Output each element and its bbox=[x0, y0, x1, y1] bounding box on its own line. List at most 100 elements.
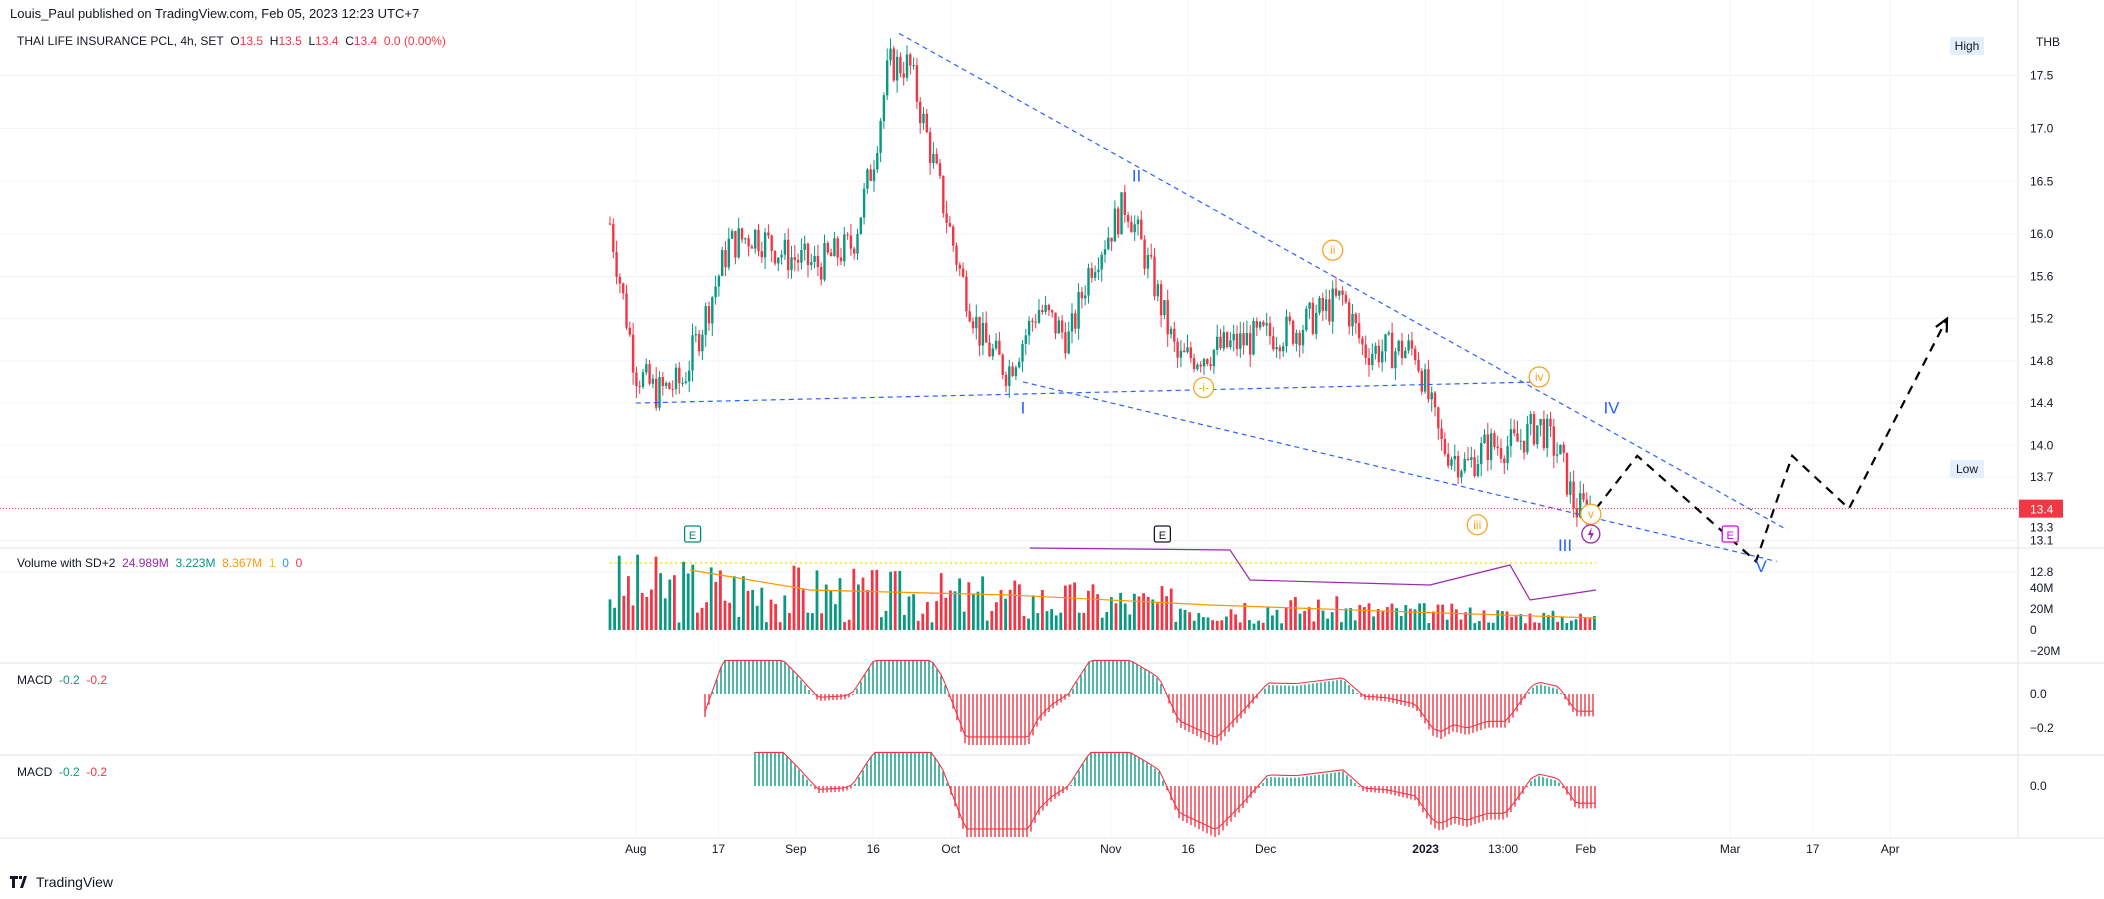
volume-bar bbox=[1519, 614, 1523, 630]
volume-bar bbox=[1045, 611, 1049, 630]
volume-bar bbox=[640, 592, 644, 630]
candle-body bbox=[836, 238, 839, 258]
candle-body bbox=[645, 364, 648, 373]
candle-body bbox=[938, 163, 942, 176]
volume-bar bbox=[1105, 611, 1109, 630]
volume-bar bbox=[889, 571, 892, 630]
volume-bar bbox=[719, 570, 722, 630]
candle-body bbox=[1463, 458, 1466, 472]
trendline bbox=[898, 32, 1788, 531]
volume-bar bbox=[834, 604, 837, 630]
candle-body bbox=[1173, 328, 1176, 342]
volume-bar bbox=[1211, 620, 1214, 630]
volume-bar bbox=[1082, 612, 1086, 630]
volume-bar bbox=[677, 622, 681, 630]
candle-body bbox=[1163, 300, 1166, 316]
candle-body bbox=[1272, 336, 1275, 350]
time-tick-label: 17 bbox=[1806, 842, 1820, 856]
candle-body bbox=[668, 382, 671, 390]
candle-body bbox=[1539, 419, 1542, 426]
wave-label-iii: iii bbox=[1473, 518, 1481, 532]
candle-body bbox=[1559, 444, 1562, 455]
candle-body bbox=[678, 367, 681, 384]
volume-bar bbox=[1064, 585, 1067, 630]
candle-body bbox=[1027, 320, 1031, 336]
volume-bar bbox=[1284, 607, 1288, 630]
candle-body bbox=[1348, 302, 1351, 327]
candle-body bbox=[800, 249, 803, 263]
candle-body bbox=[1506, 446, 1509, 464]
candle-body bbox=[1542, 419, 1546, 449]
candle-body bbox=[1400, 340, 1404, 359]
volume-bar bbox=[907, 596, 911, 630]
candle-body bbox=[1420, 370, 1423, 392]
volume-bar bbox=[1528, 613, 1532, 630]
candle-body bbox=[1552, 426, 1555, 456]
candle-body bbox=[1044, 304, 1047, 313]
candle-body bbox=[740, 228, 744, 240]
candle-body bbox=[1113, 208, 1117, 242]
symbol-name: THAI LIFE INSURANCE PCL, 4h, SET bbox=[17, 34, 224, 48]
candle-body bbox=[1123, 192, 1126, 216]
trendline bbox=[635, 381, 1540, 404]
candle-body bbox=[760, 251, 763, 258]
candle-body bbox=[1493, 433, 1496, 447]
candle-body bbox=[1206, 359, 1209, 365]
projection-arrowhead bbox=[1935, 316, 1949, 333]
candle-body bbox=[1229, 340, 1232, 348]
candle-body bbox=[622, 283, 625, 294]
wave-circle-iii bbox=[1466, 514, 1488, 536]
candle-body bbox=[958, 264, 961, 269]
candle-body bbox=[750, 246, 754, 249]
footer-brand[interactable]: TradingView bbox=[10, 874, 113, 890]
candle-body bbox=[625, 293, 628, 328]
volume-bar bbox=[1381, 611, 1385, 630]
candle-body bbox=[1087, 268, 1090, 296]
price-tick-label: 14.8 bbox=[2030, 354, 2054, 368]
volume-bar bbox=[1551, 610, 1555, 630]
candle-body bbox=[1440, 428, 1443, 440]
candle-body bbox=[1364, 344, 1367, 358]
candle-body bbox=[773, 250, 777, 264]
candle-body bbox=[790, 257, 793, 271]
candle-body bbox=[839, 257, 843, 262]
wave-circle-iv bbox=[1528, 366, 1550, 388]
time-tick-label: Mar bbox=[1720, 842, 1741, 856]
volume-value-5: 0 bbox=[282, 556, 289, 570]
candle-body bbox=[1278, 347, 1282, 352]
volume-bar bbox=[1174, 621, 1178, 630]
candle-body bbox=[727, 238, 730, 268]
candle-body bbox=[1390, 332, 1394, 369]
time-tick-label: 17 bbox=[712, 842, 726, 856]
candle-body bbox=[899, 56, 902, 74]
macd-pane-1[interactable] bbox=[704, 659, 1594, 745]
candle-body bbox=[1216, 336, 1219, 350]
volume-bar bbox=[783, 595, 787, 630]
candle-body bbox=[1331, 288, 1334, 322]
volume-bar bbox=[1165, 596, 1168, 630]
volume-bar bbox=[1248, 620, 1251, 630]
volume-bar bbox=[1022, 616, 1026, 630]
projection-path bbox=[1595, 318, 1948, 564]
candle-body bbox=[1519, 440, 1522, 442]
candle-body bbox=[1001, 354, 1004, 375]
volume-bar bbox=[815, 570, 819, 630]
candle-body bbox=[1308, 302, 1311, 309]
candle-body bbox=[1034, 321, 1037, 323]
candle-body bbox=[1057, 320, 1060, 334]
macd-pane-2[interactable] bbox=[754, 751, 1596, 837]
volume-bar bbox=[1220, 620, 1224, 630]
candle-body bbox=[1433, 392, 1437, 408]
volume-bar bbox=[870, 570, 874, 630]
volume-pane[interactable] bbox=[608, 547, 1597, 630]
candle-body bbox=[866, 169, 869, 189]
candle-body bbox=[813, 255, 816, 262]
volume-bar bbox=[1372, 616, 1375, 630]
candle-body bbox=[1169, 328, 1173, 335]
volume-bar bbox=[1013, 580, 1017, 630]
candle-body bbox=[674, 367, 678, 390]
candle-body bbox=[1354, 313, 1357, 323]
candle-body bbox=[1318, 297, 1321, 313]
